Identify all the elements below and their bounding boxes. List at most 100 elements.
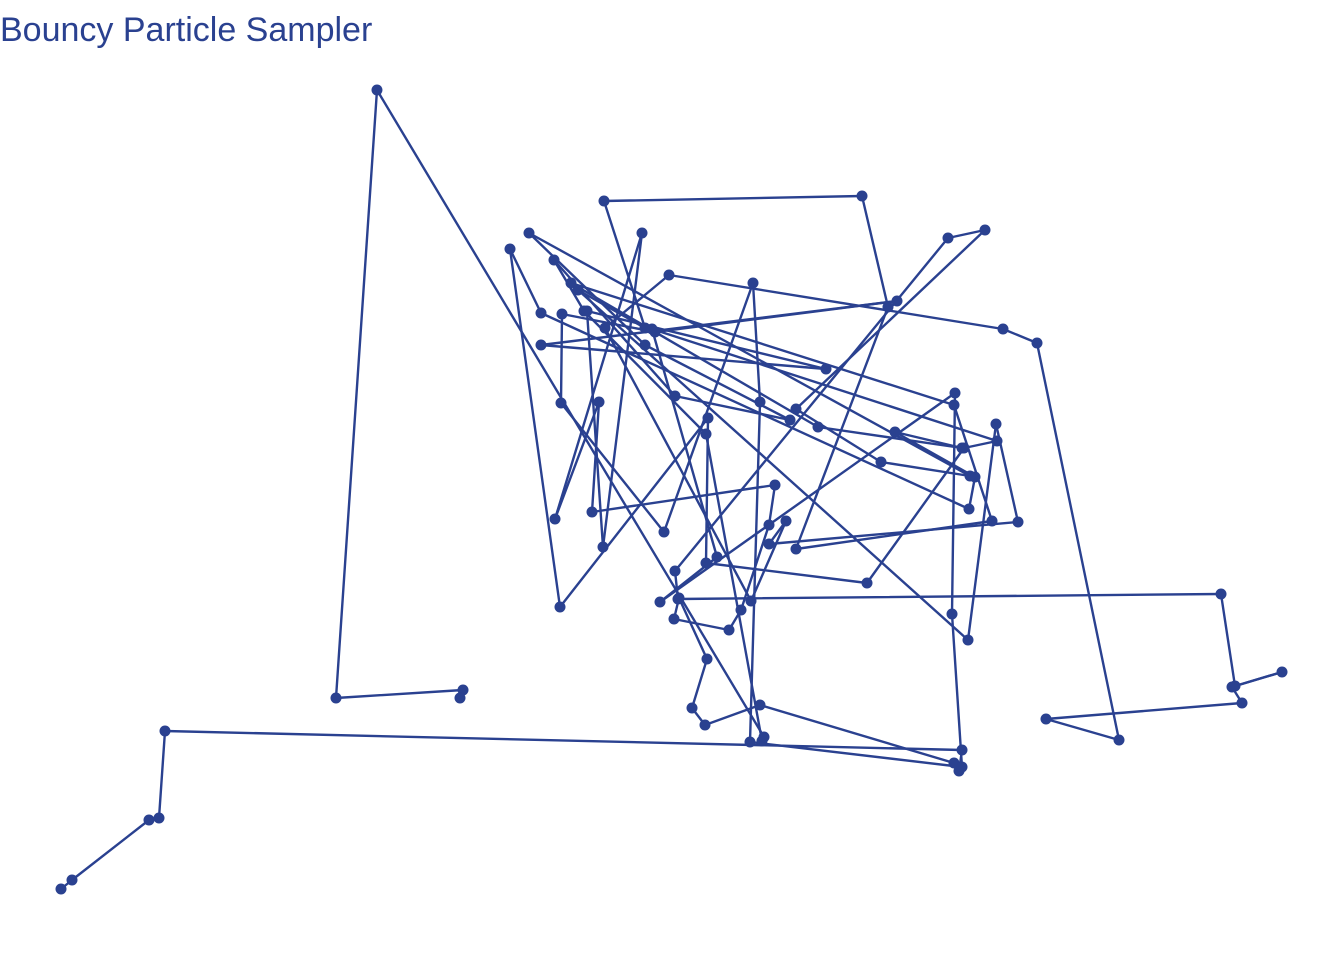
data-point <box>454 692 466 704</box>
data-point <box>754 396 766 408</box>
trajectory-points <box>55 84 1288 895</box>
data-point <box>769 479 781 491</box>
trajectory-segment <box>527 231 647 347</box>
data-point <box>702 412 714 424</box>
trajectory-segment <box>539 343 828 371</box>
trajectory-segment <box>690 657 709 710</box>
trajectory-segment <box>558 416 710 609</box>
trajectory-segment <box>767 483 777 527</box>
data-point <box>639 339 651 351</box>
trajectory-segment <box>576 288 970 642</box>
data-point <box>758 731 770 743</box>
trajectory-segment <box>334 88 379 700</box>
trajectory-segment <box>553 231 644 521</box>
data-point <box>956 761 968 773</box>
data-point <box>1040 713 1052 725</box>
data-point <box>744 736 756 748</box>
trajectory-segment <box>704 432 764 743</box>
data-point <box>711 551 723 563</box>
data-point <box>1113 734 1125 746</box>
data-point <box>956 442 968 454</box>
data-point <box>790 403 802 415</box>
data-point <box>668 613 680 625</box>
trajectory-segment <box>539 311 971 511</box>
data-point <box>504 243 516 255</box>
data-point <box>956 744 968 756</box>
data-point <box>747 277 759 289</box>
data-point <box>143 814 155 826</box>
trajectory-segment <box>70 818 151 882</box>
trajectory-segment <box>758 703 956 765</box>
trajectory-segment <box>950 391 957 616</box>
trajectory-segment <box>794 519 994 551</box>
trajectory-segment <box>1001 327 1039 345</box>
trajectory-segment <box>672 617 731 632</box>
chart-title: Bouncy Particle Sampler <box>0 11 373 49</box>
trajectory-segment <box>860 194 890 309</box>
data-point <box>555 397 567 409</box>
trajectory-segment <box>677 596 709 661</box>
data-point <box>1276 666 1288 678</box>
trajectory-segment <box>334 688 465 700</box>
data-point <box>861 577 873 589</box>
trajectory-segment <box>603 326 753 603</box>
trajectory-segment <box>1044 701 1244 721</box>
data-point <box>790 543 802 555</box>
data-point <box>523 227 535 239</box>
trajectory-lines <box>59 88 1284 891</box>
data-point <box>565 277 577 289</box>
data-point <box>1229 680 1241 692</box>
trajectory-segment <box>794 305 890 551</box>
trajectory-segment <box>163 729 964 752</box>
data-point <box>330 692 342 704</box>
data-point <box>949 387 961 399</box>
trajectory-segment <box>794 228 987 411</box>
data-point <box>636 227 648 239</box>
data-point <box>812 421 824 433</box>
trajectory-segment <box>590 483 777 514</box>
data-point <box>991 435 1003 447</box>
trajectory-segment <box>667 273 1005 331</box>
trajectory-segment <box>585 309 605 549</box>
trajectory-segment <box>676 592 1223 601</box>
data-point <box>997 323 1009 335</box>
trajectory-segment <box>603 273 671 330</box>
data-point <box>979 224 991 236</box>
data-point <box>658 526 670 538</box>
trajectory-segment <box>1044 717 1121 742</box>
data-point <box>597 541 609 553</box>
trajectory-segment <box>576 288 647 330</box>
data-point <box>963 503 975 515</box>
trajectory-segment <box>962 439 999 450</box>
data-point <box>763 519 775 531</box>
data-point <box>946 608 958 620</box>
data-point <box>763 538 775 550</box>
data-point <box>964 470 976 482</box>
data-point <box>548 254 560 266</box>
trajectory-segment <box>559 312 564 405</box>
data-point <box>153 812 165 824</box>
trajectory-segment <box>601 231 644 549</box>
data-point <box>948 399 960 411</box>
data-point <box>654 596 666 608</box>
data-point <box>735 604 747 616</box>
trajectory-segment <box>879 460 972 478</box>
data-point <box>598 195 610 207</box>
data-point <box>856 190 868 202</box>
data-point <box>639 322 651 334</box>
data-point <box>700 428 712 440</box>
data-point <box>586 506 598 518</box>
data-point <box>572 284 584 296</box>
data-point <box>745 595 757 607</box>
trajectory-segment <box>508 247 543 315</box>
data-point <box>875 456 887 468</box>
data-point <box>55 883 67 895</box>
trajectory-segment <box>650 327 999 443</box>
trajectory-segment <box>1219 592 1237 688</box>
trajectory-segment <box>553 400 601 521</box>
data-point <box>578 305 590 317</box>
data-point <box>686 702 698 714</box>
trajectory-segment <box>157 729 167 820</box>
trajectory-segment <box>749 519 788 603</box>
